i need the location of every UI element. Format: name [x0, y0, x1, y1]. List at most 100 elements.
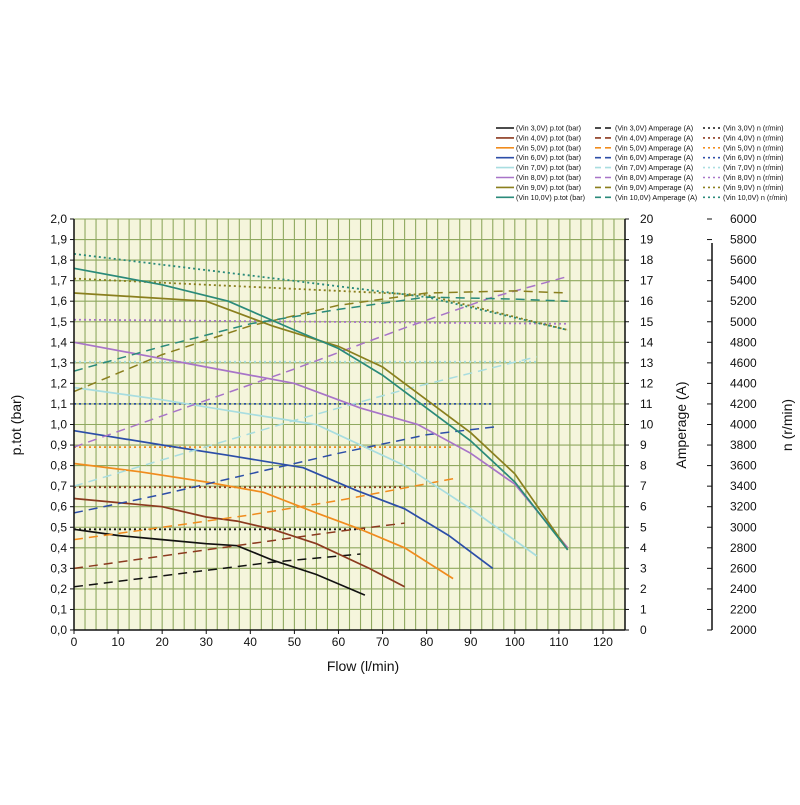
x-tick-label: 80 — [420, 635, 434, 649]
legend-entry: (Vin 3,0V) n (r/min) — [723, 124, 784, 133]
pressure-tick-label: 1,6 — [50, 294, 67, 308]
pressure-tick-label: 1,0 — [50, 418, 67, 432]
pressure-tick-label: 0,4 — [50, 541, 67, 555]
pressure-line-1 — [73, 528, 366, 596]
x-tick-label: 20 — [155, 635, 169, 649]
pressure-tick-label: 0,0 — [50, 623, 67, 637]
pressure-line-6 — [73, 341, 569, 549]
pressure-tick-label: 1,5 — [50, 315, 67, 329]
x-tick-label: 120 — [593, 635, 613, 649]
pressure-tick-label: 2,0 — [50, 212, 67, 226]
pressure-tick-label: 0,3 — [50, 561, 67, 575]
amperage-line-4 — [73, 425, 498, 514]
y-axis-label-amperage: Amperage (A) — [673, 381, 689, 468]
speed-tick-label: 4800 — [730, 335, 757, 349]
speed-tick-label: 2600 — [730, 561, 757, 575]
legend-entry: (Vin 5,0V) p.tot (bar) — [516, 143, 581, 152]
speed-tick-label: 3400 — [730, 479, 757, 493]
legend-entry: (Vin 6,0V) Amperage (A) — [615, 153, 693, 162]
x-tick-label: 110 — [549, 635, 568, 649]
legend-entry: (Vin 6,0V) n (r/min) — [723, 153, 784, 162]
amperage-line-7 — [73, 290, 568, 393]
pressure-tick-label: 0,2 — [50, 582, 67, 596]
x-tick-label: 70 — [376, 635, 390, 649]
pressure-tick-label: 0,6 — [50, 500, 67, 514]
legend-entry: (Vin 8,0V) Amperage (A) — [615, 173, 693, 182]
legend-entry: (Vin 9,0V) Amperage (A) — [615, 183, 693, 192]
amperage-tick-label: 7 — [640, 479, 647, 493]
pressure-line-3 — [73, 462, 454, 580]
speed-tick-label: 4600 — [730, 356, 757, 370]
legend-entry: (Vin 7,0V) p.tot (bar) — [516, 163, 581, 172]
x-tick-label: 100 — [505, 635, 525, 649]
legend-entry: (Vin 4,0V) p.tot (bar) — [516, 133, 581, 142]
amperage-line-8 — [73, 296, 568, 372]
amperage-tick-label: 15 — [640, 315, 654, 329]
pressure-line-7 — [73, 292, 569, 551]
pressure-line-8 — [73, 267, 569, 551]
legend-entry: (Vin 3,0V) Amperage (A) — [615, 124, 693, 133]
x-tick-label: 60 — [332, 635, 346, 649]
legend: (Vin 3,0V) p.tot (bar) (Vin 3,0V) Amperag… — [496, 124, 788, 202]
speed-tick-label: 3000 — [730, 520, 757, 534]
pressure-tick-label: 1,9 — [50, 233, 67, 247]
legend-entry: (Vin 9,0V) p.tot (bar) — [516, 183, 581, 192]
amperage-tick-label: 20 — [640, 212, 654, 226]
pressure-tick-label: 0,7 — [50, 479, 67, 493]
speed-tick-label: 5600 — [730, 253, 757, 267]
amperage-tick-label: 18 — [640, 253, 654, 267]
x-tick-label: 90 — [464, 635, 478, 649]
amperage-tick-label: 0 — [640, 623, 647, 637]
amperage-tick-label: 14 — [640, 335, 654, 349]
speed-line-6 — [73, 318, 568, 325]
pressure-line-5 — [73, 386, 538, 557]
x-tick-label: 10 — [111, 635, 125, 649]
pressure-tick-label: 1,3 — [50, 356, 67, 370]
amperage-tick-label: 5 — [640, 520, 647, 534]
pressure-tick-label: 1,7 — [50, 274, 67, 288]
speed-tick-label: 4000 — [730, 418, 757, 432]
amperage-tick-label: 8 — [640, 459, 647, 473]
pressure-line-4 — [73, 429, 494, 570]
speed-tick-label: 6000 — [730, 212, 757, 226]
legend-entry: (Vin 6,0V) p.tot (bar) — [516, 153, 581, 162]
speed-tick-label: 5800 — [730, 233, 757, 247]
legend-entry: (Vin 8,0V) p.tot (bar) — [516, 173, 581, 182]
amperage-tick-label: 11 — [640, 397, 653, 411]
legend-entry: (Vin 4,0V) n (r/min) — [723, 133, 784, 142]
speed-tick-label: 3800 — [730, 438, 757, 452]
x-axis-label: Flow (l/min) — [327, 658, 399, 674]
series-layer — [73, 253, 569, 596]
amperage-tick-label: 17 — [640, 274, 654, 288]
speed-tick-label: 3200 — [730, 500, 757, 514]
amperage-tick-label: 1 — [640, 602, 647, 616]
x-tick-label: 30 — [200, 635, 214, 649]
y-axis-label-pressure: p.tot (bar) — [8, 395, 24, 456]
speed-tick-label: 2000 — [730, 623, 757, 637]
amperage-tick-label: 9 — [640, 438, 647, 452]
x-tick-label: 50 — [288, 635, 302, 649]
pressure-tick-label: 1,1 — [50, 397, 67, 411]
legend-entry: (Vin 10,0V) p.tot (bar) — [516, 193, 585, 202]
speed-tick-label: 2200 — [730, 602, 757, 616]
amperage-line-6 — [73, 275, 568, 448]
amperage-tick-label: 16 — [640, 294, 654, 308]
amperage-tick-label: 4 — [640, 541, 647, 555]
amperage-tick-label: 6 — [640, 500, 647, 514]
pressure-tick-label: 0,5 — [50, 520, 67, 534]
speed-tick-label: 5200 — [730, 294, 757, 308]
amperage-line-1 — [73, 553, 361, 588]
pressure-tick-label: 0,8 — [50, 459, 67, 473]
grid — [73, 218, 626, 631]
amperage-tick-label: 13 — [640, 356, 654, 370]
x-tick-label: 40 — [244, 635, 258, 649]
y-axis-label-speed: n (r/min) — [779, 399, 795, 451]
pressure-tick-label: 0,1 — [50, 602, 67, 616]
pressure-tick-label: 1,8 — [50, 253, 67, 267]
axes: 0 10 20 30 40 50 60 70 80 90 100 110 1200,00,10,20,3… — [50, 212, 757, 649]
speed-tick-label: 5400 — [730, 274, 757, 288]
amperage-tick-label: 2 — [640, 582, 647, 596]
amperage-tick-label: 12 — [640, 376, 654, 390]
